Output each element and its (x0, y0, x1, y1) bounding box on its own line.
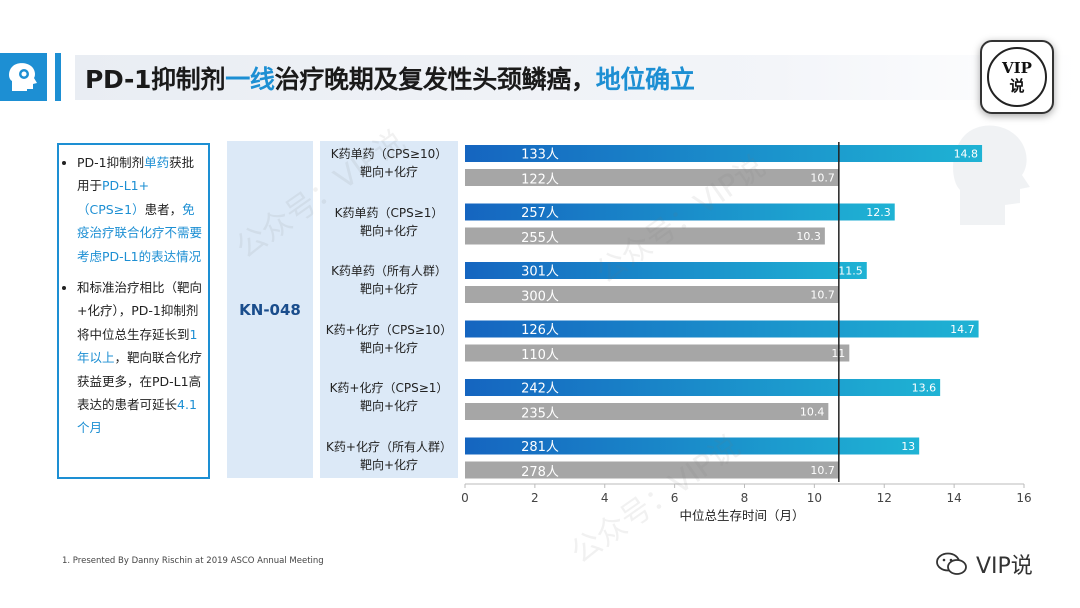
control-value-label: 10.7 (810, 172, 835, 185)
k-value-label: 13.6 (912, 382, 937, 395)
k-drug-bar (465, 379, 941, 396)
control-bar (465, 169, 839, 186)
control-value-label: 10.7 (810, 289, 835, 302)
category-label: K药单药（CPS≥1） (334, 205, 444, 220)
k-n-label: 133人 (521, 148, 559, 163)
control-bar (465, 286, 839, 303)
x-tick-label: 16 (1016, 491, 1031, 505)
x-tick-label: 4 (601, 491, 609, 505)
control-label: 靶向+化疗 (359, 165, 419, 179)
badge-line1: VIP (1002, 59, 1032, 77)
k-n-label: 257人 (521, 206, 559, 221)
note-bullet-1: PD-1抑制剂单药获批用于PD-L1+（CPS≥1）患者，免疫治疗联合化疗不需要… (77, 151, 204, 268)
x-tick-label: 2 (531, 491, 539, 505)
control-n-label: 110人 (521, 348, 559, 363)
control-label: 靶向+化疗 (359, 457, 419, 472)
control-bar (465, 461, 839, 479)
k-n-label: 126人 (521, 323, 559, 338)
k-drug-bar (465, 145, 983, 162)
k-value-label: 11.5 (838, 265, 863, 278)
control-n-label: 300人 (521, 290, 559, 305)
wechat-logo: VIP说 (935, 548, 1033, 580)
control-value-label: 10.7 (810, 464, 835, 477)
x-tick-label: 14 (946, 491, 961, 505)
k-n-label: 301人 (521, 265, 559, 280)
control-label: 靶向+化疗 (359, 223, 419, 238)
x-axis-title: 中位总生存时间（月） (679, 508, 804, 523)
control-n-label: 235人 (521, 407, 559, 422)
trial-name: KN-048 (227, 141, 313, 478)
x-tick-label: 12 (877, 491, 892, 505)
control-value-label: 10.4 (800, 406, 825, 419)
logo-text: VIP说 (976, 554, 1033, 579)
summary-notes: PD-1抑制剂单药获批用于PD-L1+（CPS≥1）患者，免疫治疗联合化疗不需要… (57, 143, 210, 479)
category-label: K药单药（CPS≥10） (330, 147, 448, 161)
category-label: K药+化疗（CPS≥10） (325, 322, 453, 337)
control-bar (465, 403, 829, 420)
category-label-panel: K药单药（CPS≥10） 靶向+化疗 K药单药（CPS≥1） 靶向+化疗 K药单药（所有… (320, 141, 458, 478)
x-tick-label: 8 (741, 491, 749, 505)
header-band (75, 55, 1080, 100)
control-n-label: 255人 (521, 231, 559, 246)
k-value-label: 12.3 (866, 206, 891, 219)
note-bullet-2: 和标准治疗相比（靶向+化疗），PD-1抑制剂将中位总生存延长到1年以上，靶向联合… (77, 276, 204, 440)
k-value-label: 14.7 (950, 323, 975, 336)
control-n-label: 122人 (521, 173, 559, 188)
x-tick-label: 6 (671, 491, 679, 505)
k-drug-bar (465, 262, 867, 279)
k-value-label: 14.8 (954, 148, 979, 161)
control-bar (465, 227, 825, 245)
control-value-label: 10.3 (796, 230, 821, 243)
control-label: 靶向+化疗 (359, 340, 419, 355)
x-tick-label: 10 (807, 491, 822, 505)
footnote: 1. Presented By Danny Rischin at 2019 AS… (62, 556, 324, 566)
control-label: 靶向+化疗 (359, 282, 419, 296)
badge-line2: 说 (1009, 77, 1025, 95)
category-label: K药+化疗（CPS≥1） (329, 381, 449, 395)
k-n-label: 242人 (521, 382, 559, 397)
k-drug-bar (465, 437, 920, 455)
k-value-label: 13 (901, 440, 915, 453)
control-label: 靶向+化疗 (359, 399, 419, 413)
k-drug-bar (465, 203, 895, 221)
k-drug-bar (465, 320, 979, 338)
page-title: PD-1抑制剂一线治疗晚期及复发性头颈鳞癌，地位确立 (85, 65, 695, 94)
brand-head-icon (0, 53, 47, 101)
x-tick-label: 0 (461, 491, 469, 505)
vip-badge: VIP 说 (980, 40, 1054, 114)
control-bar (465, 344, 850, 362)
k-n-label: 281人 (521, 440, 559, 455)
category-label: K药+化疗（所有人群） (326, 439, 452, 454)
category-label: K药单药（所有人群） (331, 264, 447, 278)
wechat-icon (936, 552, 967, 575)
header-accent-bar (55, 53, 61, 101)
control-n-label: 278人 (521, 465, 559, 480)
